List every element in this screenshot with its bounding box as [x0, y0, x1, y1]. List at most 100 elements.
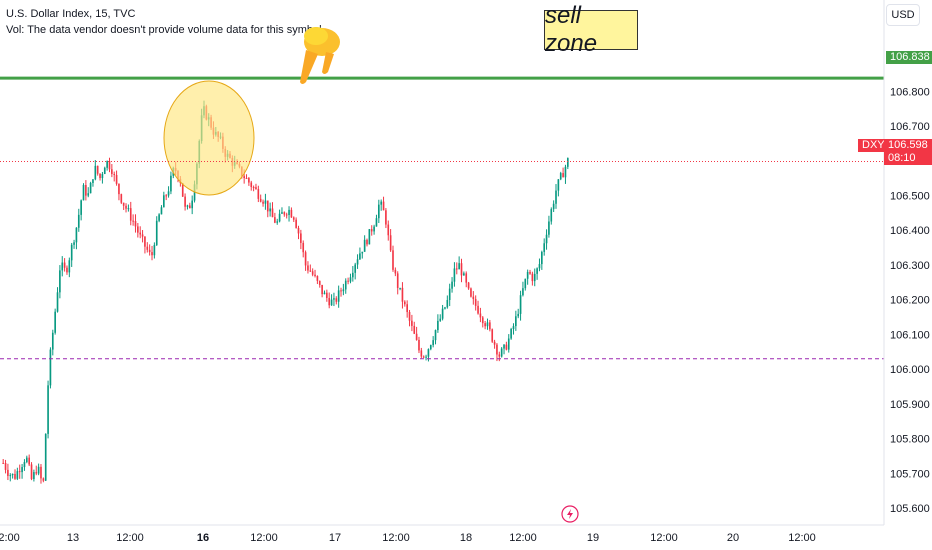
time-tick-label: 17: [329, 532, 341, 544]
candle-body: [66, 267, 68, 273]
candle-body: [477, 305, 479, 314]
candle-body: [94, 165, 97, 180]
candle-body: [127, 208, 130, 210]
candle-body: [474, 299, 477, 306]
candle-body: [155, 220, 158, 245]
candle-body: [467, 282, 470, 289]
candle-body: [63, 262, 66, 268]
candle-body: [458, 263, 460, 270]
candle-body: [35, 472, 38, 474]
candle-body: [429, 345, 432, 350]
candle-body: [489, 322, 491, 330]
current-price-tag: 106.598 08:10: [884, 139, 932, 165]
price-tick-label: 106.300: [890, 260, 930, 272]
symbol-title[interactable]: U.S. Dollar Index, 15, TVC: [6, 8, 136, 20]
candle-body: [472, 296, 475, 300]
candle-body: [141, 234, 144, 237]
candle-body: [307, 265, 309, 271]
candle-body: [283, 212, 286, 215]
candle-body: [321, 284, 323, 295]
time-tick-label: 13: [67, 532, 79, 544]
price-tick-label: 105.700: [890, 468, 930, 480]
price-tick-label: 105.900: [890, 399, 930, 411]
price-tick-label: 106.000: [890, 364, 930, 376]
candle-body: [129, 208, 132, 221]
candle-body: [120, 194, 123, 203]
price-tick-label: 105.600: [890, 503, 930, 515]
time-tick-label: 18: [460, 532, 472, 544]
candle-body: [118, 183, 120, 195]
candle-body: [264, 200, 267, 204]
candle-body: [56, 292, 59, 312]
candle-body: [248, 178, 250, 183]
candle-body: [559, 173, 562, 180]
candle-body: [250, 182, 253, 188]
pointing-down-hand-icon: [300, 27, 340, 84]
candle-body: [493, 341, 496, 345]
candle-body: [70, 244, 73, 261]
candle-body: [184, 196, 186, 207]
candle-body: [25, 457, 28, 463]
candle-body: [484, 323, 486, 327]
candle-body: [347, 280, 349, 282]
candle-body: [342, 289, 345, 292]
candle-body: [548, 221, 550, 235]
candle-body: [517, 313, 520, 317]
candle-body: [524, 278, 527, 289]
candle-body: [68, 260, 71, 273]
candle-body: [108, 161, 111, 170]
candle-body: [115, 174, 118, 184]
candle-body: [543, 243, 546, 252]
candle-body: [7, 469, 9, 476]
candle-body: [75, 227, 78, 243]
candle-body: [295, 219, 297, 228]
candle-body: [40, 466, 42, 479]
candle-body: [290, 209, 293, 218]
candle-body: [505, 344, 508, 350]
candle-body: [191, 200, 194, 209]
candle-body: [73, 242, 75, 245]
candle-body: [344, 280, 347, 290]
candle-body: [510, 329, 512, 339]
candle-body: [37, 466, 40, 474]
currency-button[interactable]: USD: [886, 4, 920, 26]
volume-note: Vol: The data vendor doesn't provide vol…: [6, 24, 325, 36]
candle-body: [160, 207, 163, 215]
candle-body: [564, 166, 567, 178]
candle-body: [330, 299, 333, 306]
candle-body: [413, 325, 416, 334]
candle-body: [550, 209, 553, 222]
candle-body: [99, 173, 101, 179]
lightning-icon[interactable]: [561, 505, 579, 523]
candle-body: [59, 270, 61, 293]
candle-body: [541, 251, 543, 265]
candle-body: [380, 201, 383, 205]
candle-body: [262, 201, 264, 204]
candle-body: [557, 179, 560, 191]
candle-body: [278, 213, 281, 222]
candle-body: [566, 158, 569, 167]
candle-body: [335, 298, 338, 302]
candle-body: [359, 253, 361, 260]
candle-body: [401, 287, 404, 302]
symbol-tag: DXY: [858, 139, 886, 152]
time-tick-label: 12:00: [788, 532, 816, 544]
candle-body: [529, 271, 531, 274]
candle-body: [326, 292, 328, 298]
candle-body: [533, 273, 536, 282]
time-axis[interactable]: 12:00 13 12:00 16 12:00 17 12:00 18 12:00 19 12:00…: [0, 532, 816, 544]
candle-body: [4, 463, 7, 470]
time-tick-label: 16: [197, 532, 209, 544]
candle-body: [158, 214, 160, 221]
candle-body: [243, 176, 245, 178]
candle-body: [11, 473, 14, 476]
candle-body: [188, 205, 191, 209]
price-tick-label: 106.400: [890, 225, 930, 237]
candle-body: [519, 295, 522, 314]
time-tick-label: 12:00: [650, 532, 678, 544]
price-axis[interactable]: 106.900106.800106.700106.600106.500106.4…: [890, 52, 930, 515]
candle-body: [16, 471, 19, 479]
candle-body: [21, 467, 23, 473]
candle-body: [356, 259, 359, 265]
